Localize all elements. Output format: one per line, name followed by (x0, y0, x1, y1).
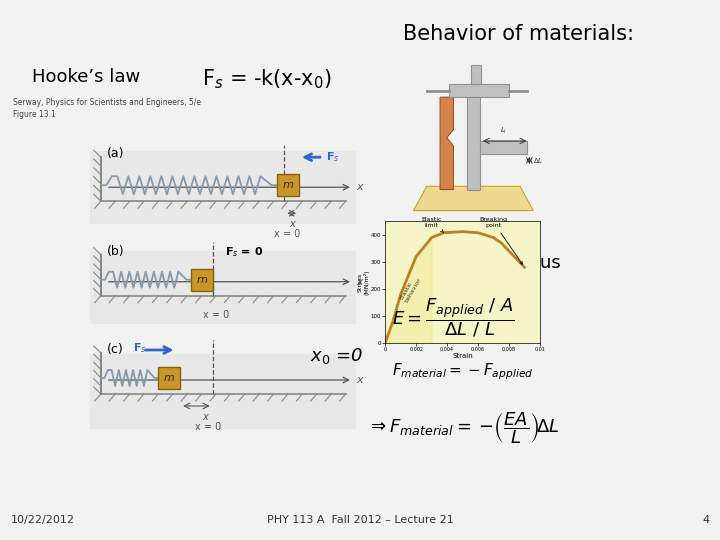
Text: $\Delta L$: $\Delta L$ (534, 156, 544, 165)
Text: x: x (356, 276, 363, 287)
Text: x: x (356, 182, 363, 192)
Text: $F_{material} = -F_{applied}$: $F_{material} = -F_{applied}$ (392, 361, 534, 382)
Text: Behavior of materials:: Behavior of materials: (403, 24, 634, 44)
Text: Elastic
limit: Elastic limit (421, 217, 444, 232)
Text: Breaking
point: Breaking point (480, 217, 523, 264)
Bar (158, 367, 180, 389)
Bar (277, 174, 299, 196)
Text: Serway, Physics for Scientists and Engineers, 5/e
Figure 13.1: Serway, Physics for Scientists and Engin… (13, 98, 201, 119)
Text: x: x (202, 412, 207, 422)
Bar (90, 151, 356, 224)
Text: m: m (196, 275, 207, 285)
Text: $\Rightarrow F_{material} = -\!\left(\dfrac{EA}{L}\right)\!\Delta L$: $\Rightarrow F_{material} = -\!\left(\df… (367, 410, 560, 446)
Text: x$_0$ =0: x$_0$ =0 (310, 346, 363, 366)
Polygon shape (413, 186, 534, 211)
Text: Hooke’s law: Hooke’s law (32, 68, 140, 85)
Polygon shape (440, 97, 454, 190)
Text: (a): (a) (107, 147, 124, 160)
Text: F$_s$ = -k(x-x$_0$): F$_s$ = -k(x-x$_0$) (202, 68, 331, 91)
Text: F$_s$ = 0: F$_s$ = 0 (225, 245, 263, 259)
Bar (90, 354, 356, 429)
Text: x: x (289, 219, 294, 229)
Bar (467, 84, 480, 190)
Text: 4: 4 (702, 515, 709, 525)
Text: PHY 113 A  Fall 2012 – Lecture 21: PHY 113 A Fall 2012 – Lecture 21 (266, 515, 454, 525)
Text: x = 0: x = 0 (194, 422, 221, 432)
Text: x = 0: x = 0 (274, 229, 301, 239)
Text: (b): (b) (107, 245, 124, 258)
Bar (191, 269, 212, 291)
Text: $L_i$: $L_i$ (500, 126, 508, 136)
Y-axis label: Stress
(MN/m²): Stress (MN/m²) (357, 269, 369, 295)
Text: F$_s$: F$_s$ (133, 341, 147, 355)
Text: (c): (c) (107, 343, 123, 356)
Bar (90, 251, 356, 324)
Text: Elastic
behavior: Elastic behavior (399, 274, 423, 303)
Text: Young’s modulus: Young’s modulus (409, 254, 561, 272)
Text: m: m (282, 180, 294, 190)
Text: $E = \dfrac{F_{applied}\ /\ A}{\Delta L\ /\ L}$: $E = \dfrac{F_{applied}\ /\ A}{\Delta L\… (392, 297, 516, 339)
Text: 10/22/2012: 10/22/2012 (11, 515, 75, 525)
X-axis label: Strain: Strain (452, 354, 473, 360)
Text: m: m (163, 373, 175, 383)
Text: x: x (356, 375, 363, 385)
Text: x = 0: x = 0 (202, 310, 229, 320)
Bar (471, 65, 482, 84)
Text: F$_s$: F$_s$ (326, 150, 340, 164)
Bar (449, 84, 509, 97)
Bar (480, 141, 527, 154)
